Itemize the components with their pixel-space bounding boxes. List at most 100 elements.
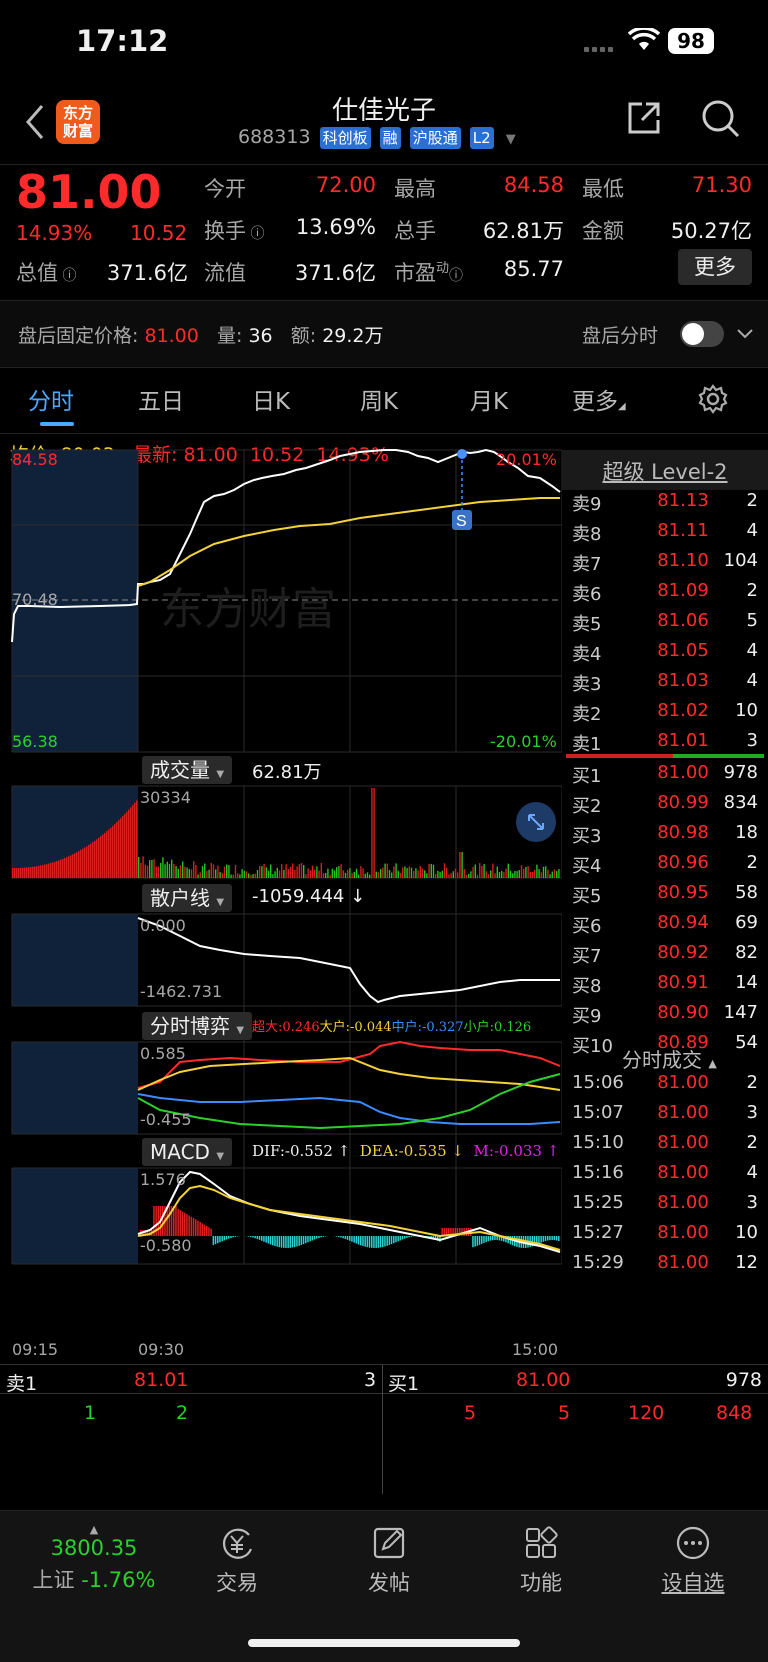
nav-functions[interactable]: 功能 [486, 1523, 596, 1597]
ask-row[interactable]: 卖2 81.02 10 [562, 700, 768, 730]
info-icon[interactable]: ⓘ [58, 268, 77, 284]
level-volume: 4 [746, 670, 758, 691]
info-icon[interactable]: ⓘ [449, 268, 464, 284]
tab-five-day[interactable]: 五日 [138, 389, 184, 415]
ask-row[interactable]: 卖5 81.06 5 [562, 610, 768, 640]
index-ticker[interactable]: ▲ 3800.35 上证 -1.76% [24, 1523, 164, 1594]
macd-bar [430, 1236, 432, 1239]
high-value: 84.58 [503, 173, 564, 197]
expand-icon[interactable] [516, 802, 556, 842]
stock-code: 688313 [238, 126, 311, 148]
ask-row[interactable]: 卖3 81.03 4 [562, 670, 768, 700]
bid-row[interactable]: 买7 80.92 82 [562, 942, 768, 972]
macd-bar [368, 1236, 371, 1248]
more-button[interactable]: 更多 [678, 249, 752, 285]
bid-row[interactable]: 买2 80.99 834 [562, 792, 768, 822]
volume-bar [173, 863, 175, 878]
ask-row[interactable]: 卖8 81.11 4 [562, 520, 768, 550]
chevron-down-icon[interactable] [736, 325, 754, 344]
trades-title[interactable]: 分时成交 ▲ [622, 1048, 717, 1072]
best-bid-price: 81.00 [516, 1369, 571, 1391]
trade-row[interactable]: 15:10 81.00 2 [562, 1132, 768, 1162]
volume-bar [80, 849, 82, 878]
ask-row[interactable]: 卖1 81.01 3 [562, 730, 768, 760]
bid-row[interactable]: 买1 81.00 978 [562, 762, 768, 792]
level-price: 81.01 [657, 730, 709, 751]
macd-bar [507, 1236, 509, 1244]
chart-svg[interactable]: 东方财富 S [0, 434, 562, 1364]
macd-bar [371, 1236, 373, 1248]
open-label: 今开 [204, 177, 246, 201]
trade-row[interactable]: 15:16 81.00 4 [562, 1162, 768, 1192]
tab-intraday[interactable]: 分时 [28, 389, 74, 415]
volume-indicator-button[interactable]: 成交量 ▼ [142, 756, 233, 784]
macd-bar [230, 1236, 232, 1238]
trade-row[interactable]: 15:25 81.00 3 [562, 1192, 768, 1222]
ask-queue-item: 2 [176, 1402, 189, 1424]
tab-week-k[interactable]: 周K [360, 389, 399, 415]
bid-row[interactable]: 买10 80.89 54 [562, 1032, 768, 1062]
trade-volume: 4 [746, 1162, 758, 1183]
trade-row[interactable]: 15:29 81.00 12 [562, 1252, 768, 1282]
bid-row[interactable]: 买8 80.91 14 [562, 972, 768, 1002]
ask-row[interactable]: 卖7 81.10 104 [562, 550, 768, 580]
trade-volume: 3 [746, 1102, 758, 1123]
bid-row[interactable]: 买4 80.96 2 [562, 852, 768, 882]
volume-bar [179, 865, 182, 878]
volume-bar [311, 865, 314, 878]
trade-price: 81.00 [657, 1252, 709, 1273]
macd-bar [456, 1228, 459, 1236]
nav-post[interactable]: 发帖 [334, 1523, 444, 1597]
macd-bar [287, 1236, 289, 1248]
volume-bar [190, 869, 193, 878]
macd-axis-bottom: -0.580 [140, 1236, 192, 1255]
volume-bar [250, 874, 252, 878]
stock-code-row[interactable]: 688313 科创板 融 沪股通 L2 ▼ [238, 126, 516, 149]
tab-more[interactable]: 更多◢ [572, 389, 626, 415]
tab-day-k[interactable]: 日K [252, 389, 291, 415]
trade-row[interactable]: 15:07 81.00 3 [562, 1102, 768, 1132]
macd-bar [206, 1226, 208, 1236]
volume-bar [248, 873, 250, 878]
ask-row[interactable]: 卖9 81.13 2 [562, 490, 768, 520]
trade-row[interactable]: 15:27 81.00 10 [562, 1222, 768, 1252]
bid-row[interactable]: 买6 80.94 69 [562, 912, 768, 942]
volume-bar [259, 865, 261, 878]
macd-axis-top: 1.576 [140, 1170, 186, 1189]
retail-indicator-button[interactable]: 散户线 ▼ [142, 884, 233, 912]
bid-row[interactable]: 买5 80.95 58 [562, 882, 768, 912]
volume-bar [476, 874, 479, 878]
tab-month-k[interactable]: 月K [470, 389, 509, 415]
game-indicator-button[interactable]: 分时博弈 ▼ [142, 1012, 253, 1040]
trade-row[interactable]: 15:06 81.00 2 [562, 1072, 768, 1102]
best-bid-label: 买1 [388, 1373, 420, 1395]
macd-indicator-button[interactable]: MACD ▼ [142, 1138, 233, 1166]
info-icon[interactable]: ⓘ [246, 226, 265, 242]
tag-connect: 沪股通 [409, 127, 461, 149]
ask-row[interactable]: 卖4 81.05 4 [562, 640, 768, 670]
volume-bar [556, 871, 558, 878]
volume-bar [424, 870, 426, 878]
game-axis-top: 0.585 [140, 1044, 186, 1063]
gear-icon[interactable] [698, 384, 728, 418]
float-value: 371.6亿 [294, 261, 376, 285]
back-button[interactable] [24, 102, 46, 146]
volume-bar [316, 866, 318, 878]
level2-title-bar[interactable]: 超级 Level-2 [562, 450, 768, 490]
bid-row[interactable]: 买3 80.98 18 [562, 822, 768, 852]
nav-trade[interactable]: 交易 [182, 1523, 292, 1597]
nav-watchlist[interactable]: 设自选 [638, 1523, 748, 1597]
ask-row[interactable]: 卖6 81.09 2 [562, 580, 768, 610]
share-icon[interactable] [624, 98, 664, 142]
after-hours-toggle[interactable] [680, 321, 724, 347]
search-icon[interactable] [700, 98, 742, 144]
volume-bar [22, 867, 24, 878]
index-pct: -1.76% [81, 1568, 156, 1592]
volume-bar [188, 869, 190, 878]
status-bar: 17:12 98 [0, 0, 768, 88]
bid-row[interactable]: 买9 80.90 147 [562, 1002, 768, 1032]
volume-label: 总手 [394, 219, 436, 243]
macd-bar [437, 1236, 439, 1241]
macd-bar [272, 1236, 274, 1246]
volume-bar [124, 813, 126, 878]
